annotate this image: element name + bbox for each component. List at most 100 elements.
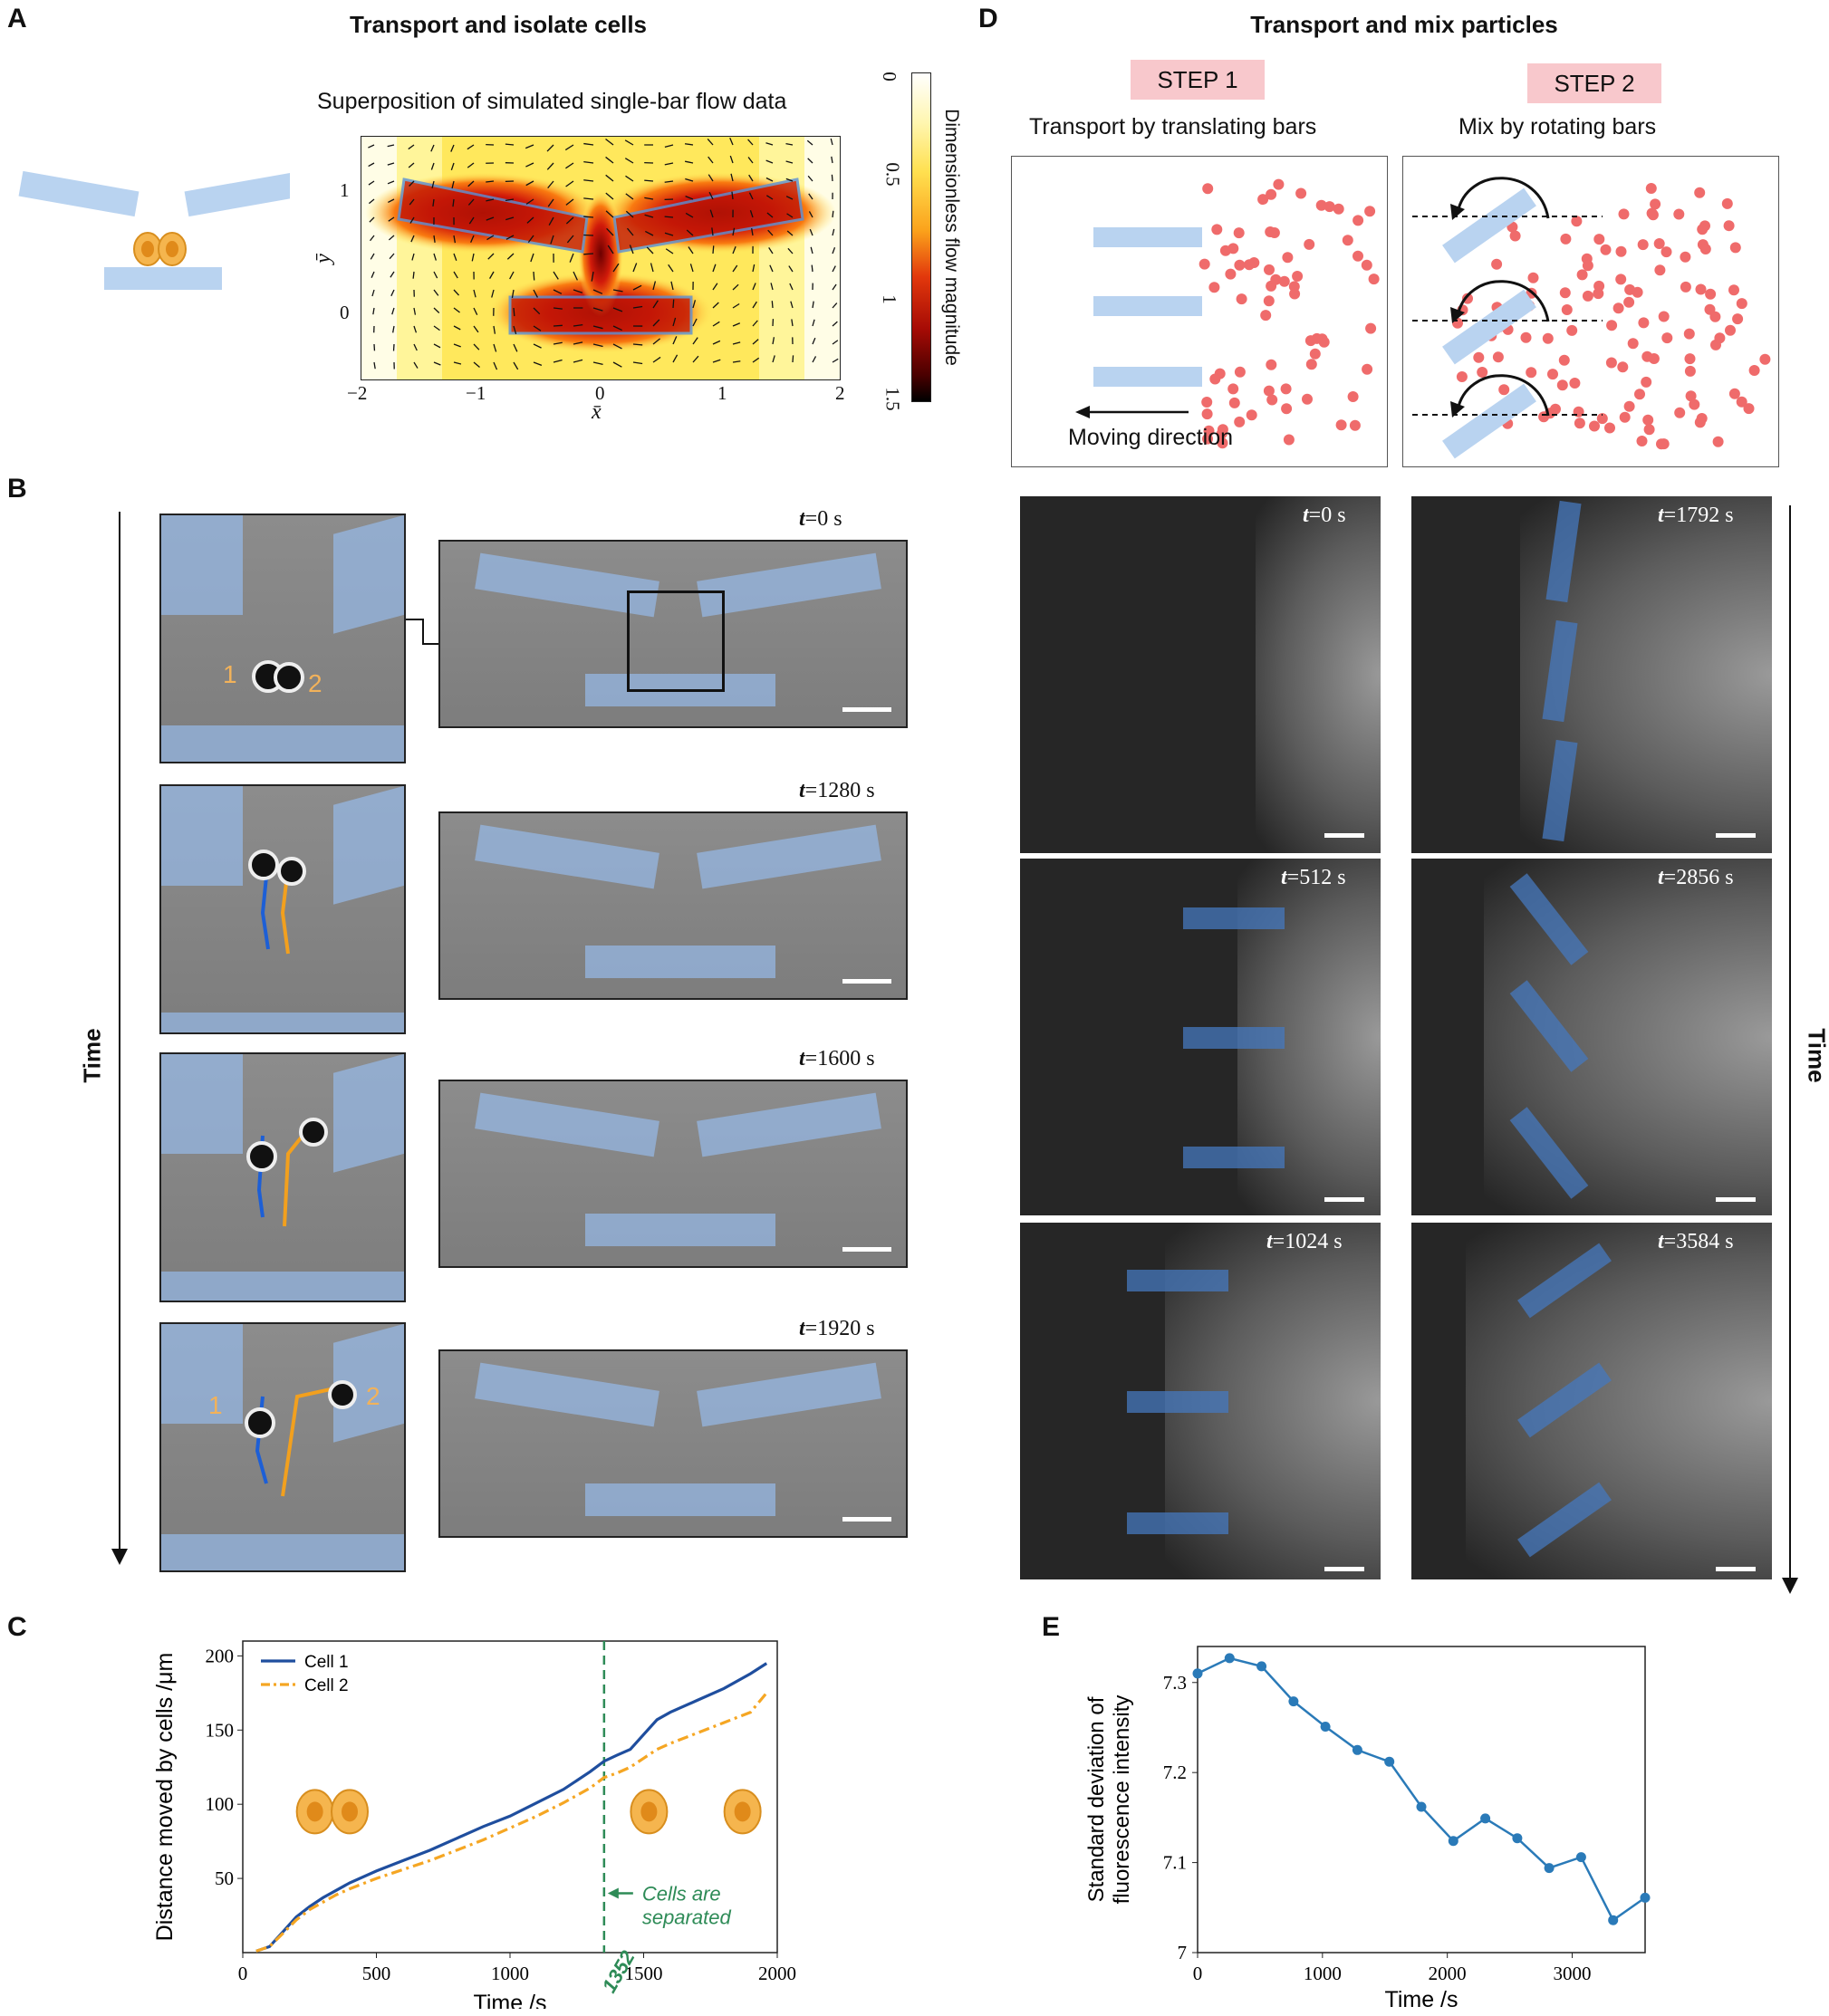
data-point [1224,1653,1235,1664]
panel-letter-d: D [978,4,998,34]
overview-frame-2 [438,811,908,1000]
cell-icon [295,1789,334,1835]
panel-a-xtick: −1 [466,382,486,404]
particle-frame-left-3 [1020,1223,1381,1579]
moving-direction-label: Moving direction [1068,425,1234,450]
step2-caption: Mix by rotating bars [1458,114,1657,139]
frame-time-label: t=2856 s [1658,866,1734,889]
time-axis-arrow-b [119,512,120,1553]
y-tick-label: 100 [206,1793,235,1815]
y-tick-label: 7.3 [1163,1672,1187,1694]
cell-label: 2 [308,669,322,697]
y-axis-label: fluorescence intensity [1110,1695,1134,1905]
data-point [1256,1661,1267,1672]
panel-letter-c: C [7,1612,27,1642]
particle-frame-left-2 [1020,859,1381,1215]
series-line-cell-1 [255,1662,768,1953]
frame-time-label: t=1024 s [1266,1230,1343,1253]
step1-caption: Transport by translating bars [1029,114,1317,139]
panel-a-subtitle: Superposition of simulated single-bar fl… [317,89,787,114]
step1-badge: STEP 1 [1131,60,1265,100]
panel-letter-a: A [7,4,27,34]
panel-a-xlabel: x̄ [592,400,602,424]
data-point [1575,1852,1586,1863]
panel-a-ytick: 1 [340,179,350,201]
y-axis-label: Distance moved by cells /μm [152,1653,178,1942]
cell-label: 1 [223,660,237,688]
y-tick-label: 150 [206,1719,235,1741]
step2-schematic [1402,156,1779,467]
y-tick-label: 200 [206,1645,235,1666]
plot-area [1197,1646,1646,1954]
series-line-cell-2 [255,1692,768,1953]
cell-icon [723,1789,762,1835]
zoom-connector [406,619,424,620]
panel-a-xtick: −2 [347,382,368,404]
zoom-frame-1: 1 2 [159,514,406,763]
frame-time-label: t=1792 s [1658,504,1734,527]
frame-time-label: t=0 s [1303,504,1346,527]
colorbar-tick: 0 [878,72,900,82]
data-point [1448,1836,1458,1847]
data-point [1480,1813,1491,1824]
zoom-frame-3 [159,1052,406,1302]
panel-a-xtick: 2 [835,382,845,404]
panel-a-ytick: 0 [340,302,350,323]
x-tick-label: 2000 [1429,1963,1467,1984]
step2-badge: STEP 2 [1527,63,1661,103]
particle-frame-right-1 [1411,496,1772,853]
particle-frame-left-1 [1020,496,1381,853]
step1-drawing [1075,178,1380,449]
legend-label: Cell 2 [304,1676,349,1695]
x-axis-label: Time /s [1384,1987,1458,2009]
overview-frame-1 [438,540,908,728]
data-point [1320,1722,1331,1732]
zoom-frame-4: 1 2 [159,1322,406,1572]
x-tick-label: 500 [362,1963,391,1984]
chart-c: 0 500 1000 1500 2000 50 100 150 200 Time /s Distan… [152,1640,796,2009]
chart-e: 0 1000 2000 3000 7 7.1 7.2 7.3 Time /s Standard d… [1084,1646,1651,2009]
y-tick-label: 7.2 [1163,1762,1187,1783]
cell-label: 1 [208,1391,223,1419]
cell-label: 2 [366,1382,380,1410]
x-tick-label: 3000 [1554,1963,1592,1984]
panel-a-axis-box [361,136,841,380]
data-point [1640,1892,1651,1903]
x-tick-label: 2000 [758,1963,796,1984]
colorbar-label: Dimensionless flow magnitude [941,109,962,366]
data-point [1352,1744,1362,1755]
x-tick-label: 1000 [491,1963,529,1984]
data-point [1288,1696,1299,1707]
colorbar [911,72,931,402]
data-point [1192,1668,1203,1679]
particle-frame-right-3 [1411,1223,1772,1579]
x-tick-label: 1500 [625,1963,663,1984]
annotation-line-1: Cells are [642,1882,721,1905]
data-point [1608,1915,1619,1925]
x-tick-label: 1000 [1304,1963,1342,1984]
zoom-frame-2 [159,784,406,1034]
time-arrowhead-b [111,1549,128,1565]
cell-icon [331,1789,369,1835]
time-arrowhead-d [1782,1578,1798,1594]
colorbar-tick: 0.5 [881,162,904,187]
frame-time-label: t=1600 s [799,1047,875,1070]
step1-schematic: Moving direction [1011,156,1388,467]
panel-a-schematic [18,170,290,290]
panel-letter-b: B [7,474,27,504]
time-label-d: Time [1803,1028,1829,1083]
y-tick-label: 50 [215,1867,234,1889]
y-tick-label: 7.1 [1163,1852,1187,1874]
time-label-b: Time [78,1028,106,1083]
data-point [1544,1863,1555,1874]
colorbar-tick: 1.5 [881,387,904,411]
data-point [1384,1756,1395,1767]
frame-time-label: t=3584 s [1658,1230,1734,1253]
y-axis-label: Standard deviation of [1084,1696,1109,1902]
data-point [1512,1833,1523,1844]
overview-frame-4 [438,1349,908,1538]
x-tick-label: 0 [238,1963,248,1984]
panel-a-xtick: 0 [595,382,605,404]
series-line [1197,1656,1646,1923]
step2-drawing [1412,177,1771,459]
